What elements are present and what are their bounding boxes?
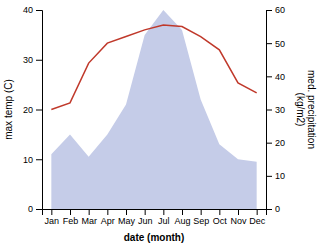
tick-label: Feb <box>63 216 79 226</box>
tick-label: Oct <box>213 216 228 226</box>
tick-label: 0 <box>28 204 33 214</box>
tick-label: Jul <box>158 216 170 226</box>
x-label: date (month) <box>124 232 185 243</box>
tick-mark <box>36 10 42 11</box>
tick: May <box>118 209 136 226</box>
tick: Sep <box>193 209 209 226</box>
tick: Dec <box>249 209 266 226</box>
tick-mark <box>51 209 52 215</box>
tick-mark <box>163 209 164 215</box>
line <box>51 25 256 110</box>
tick: 0 <box>28 204 42 214</box>
tick-label: 40 <box>23 5 33 15</box>
x-axis: JanFebMar AprMayJun Jul AugSep OctNovDec <box>43 209 267 226</box>
tick-label: 30 <box>275 105 285 115</box>
tick-label: Jun <box>138 216 153 226</box>
tick: 0 <box>266 204 280 214</box>
tick: Jul <box>158 209 170 226</box>
tick-mark <box>36 159 42 160</box>
y-label: max temp (C) <box>3 79 14 140</box>
tick-mark <box>238 209 239 215</box>
tick: Jan <box>45 209 60 226</box>
tick: 30 <box>266 105 285 115</box>
tick-label: May <box>118 216 136 226</box>
tick: Mar <box>81 209 97 226</box>
tick-mark <box>266 76 272 77</box>
tick-label: 20 <box>23 105 33 115</box>
tick-mark <box>70 209 71 215</box>
y2-label: med. precipitation(kg/m2) <box>295 70 317 149</box>
tick-label: Sep <box>193 216 209 226</box>
tick-mark <box>89 209 90 215</box>
tick: 30 <box>23 55 42 65</box>
y2-label-line: med. precipitation <box>306 70 317 149</box>
tick-mark <box>36 209 42 210</box>
tick: Oct <box>213 209 228 226</box>
tick: 60 <box>266 5 285 15</box>
y2-axis: 0 10 20 30 40 50 60 <box>266 5 285 214</box>
tick-label: 60 <box>275 5 285 15</box>
tick-label: 40 <box>275 72 285 82</box>
tick-label: Aug <box>174 216 190 226</box>
tick-label: 10 <box>23 155 33 165</box>
tick-label: 20 <box>275 138 285 148</box>
tick-mark <box>266 209 272 210</box>
tick-mark <box>266 43 272 44</box>
tick-mark <box>201 209 202 215</box>
tick-label: 10 <box>275 171 285 181</box>
tick-label: 50 <box>275 39 285 49</box>
tick: Apr <box>101 209 115 226</box>
axis-line <box>43 210 267 216</box>
tick-mark <box>266 110 272 111</box>
tick: 10 <box>266 171 285 181</box>
tick-label: Jan <box>45 216 60 226</box>
marks <box>51 10 256 209</box>
tick: 50 <box>266 39 285 49</box>
tick-label: Apr <box>101 216 115 226</box>
tick: 20 <box>266 138 285 148</box>
tick-mark <box>145 209 146 215</box>
chart: JanFebMar AprMayJun Jul AugSep OctNovDec 0 10 2… <box>0 0 318 247</box>
tick-mark <box>126 209 127 215</box>
y-axis: 0 10 20 30 40 <box>23 5 43 214</box>
tick-mark <box>182 209 183 215</box>
tick-mark <box>36 110 42 111</box>
tick: Aug <box>174 209 190 226</box>
tick: Feb <box>63 209 79 226</box>
tick: Nov <box>230 209 247 226</box>
tick-label: Nov <box>230 216 247 226</box>
tick-mark <box>36 60 42 61</box>
tick-mark <box>266 176 272 177</box>
tick-mark <box>266 10 272 11</box>
tick-label: 0 <box>275 204 280 214</box>
tick-mark <box>266 143 272 144</box>
area <box>51 10 256 209</box>
plot: JanFebMar AprMayJun Jul AugSep OctNovDec 0 10 2… <box>3 5 317 243</box>
tick-label: 30 <box>23 55 33 65</box>
tick-mark <box>107 209 108 215</box>
tick: 40 <box>266 72 285 82</box>
tick: 10 <box>23 155 42 165</box>
axis-line <box>267 11 273 210</box>
tick: 40 <box>23 5 42 15</box>
tick-label: Mar <box>81 216 97 226</box>
axis-line <box>36 11 43 210</box>
tick-mark <box>257 209 258 215</box>
tick: Jun <box>138 209 153 226</box>
tick-mark <box>219 209 220 215</box>
tick-label: Dec <box>249 216 266 226</box>
y2-label-line: (kg/m2) <box>295 93 306 127</box>
tick: 20 <box>23 105 42 115</box>
